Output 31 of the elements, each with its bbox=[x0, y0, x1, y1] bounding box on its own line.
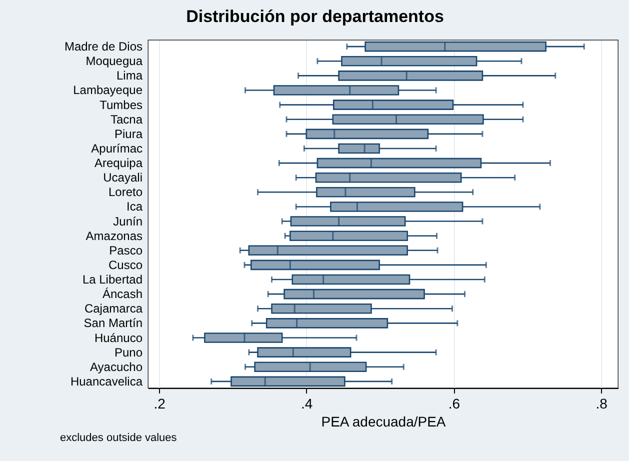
y-tick-label: Amazonas bbox=[86, 228, 142, 243]
y-tick-label: Áncash bbox=[102, 287, 142, 302]
y-tick-label: Cajamarca bbox=[84, 302, 143, 316]
y-tick-label: Ucayali bbox=[103, 170, 142, 185]
y-tick-label: Lima bbox=[116, 68, 143, 83]
y-tick-label: Arequipa bbox=[94, 156, 143, 170]
x-tick-label: .4 bbox=[301, 396, 313, 412]
y-tick-label: Huancavelica bbox=[70, 374, 143, 388]
y-tick-label: Pasco bbox=[109, 243, 143, 258]
y-tick-label: Lambayeque bbox=[73, 83, 143, 98]
y-tick-label: Puno bbox=[114, 345, 143, 360]
x-tick-label: .6 bbox=[448, 396, 460, 412]
y-tick-label: Tumbes bbox=[100, 98, 142, 112]
y-tick-label: Apurímac bbox=[91, 141, 142, 156]
y-tick-label: Cusco bbox=[108, 258, 143, 272]
y-tick-label: Loreto bbox=[108, 185, 143, 200]
x-tick-label: .8 bbox=[596, 396, 608, 412]
y-tick-label: Tacna bbox=[110, 112, 143, 126]
y-tick-label: Piura bbox=[114, 126, 143, 141]
y-tick-label: Madre de Dios bbox=[64, 40, 142, 54]
y-tick-label: San Martín bbox=[84, 316, 142, 330]
chart-title: Distribución por departamentos bbox=[186, 7, 444, 26]
y-tick-label: Ica bbox=[126, 200, 143, 214]
y-tick-label: Junín bbox=[113, 214, 142, 228]
y-tick-label: Moquegua bbox=[86, 54, 143, 68]
x-axis-title: PEA adecuada/PEA bbox=[321, 414, 446, 430]
text: excludes outside values bbox=[60, 432, 177, 444]
y-tick-label: Ayacucho bbox=[90, 360, 143, 374]
x-tick-label: .2 bbox=[154, 396, 166, 412]
y-tick-label: La Libertad bbox=[82, 272, 142, 287]
y-tick-label: Huánuco bbox=[94, 330, 143, 345]
